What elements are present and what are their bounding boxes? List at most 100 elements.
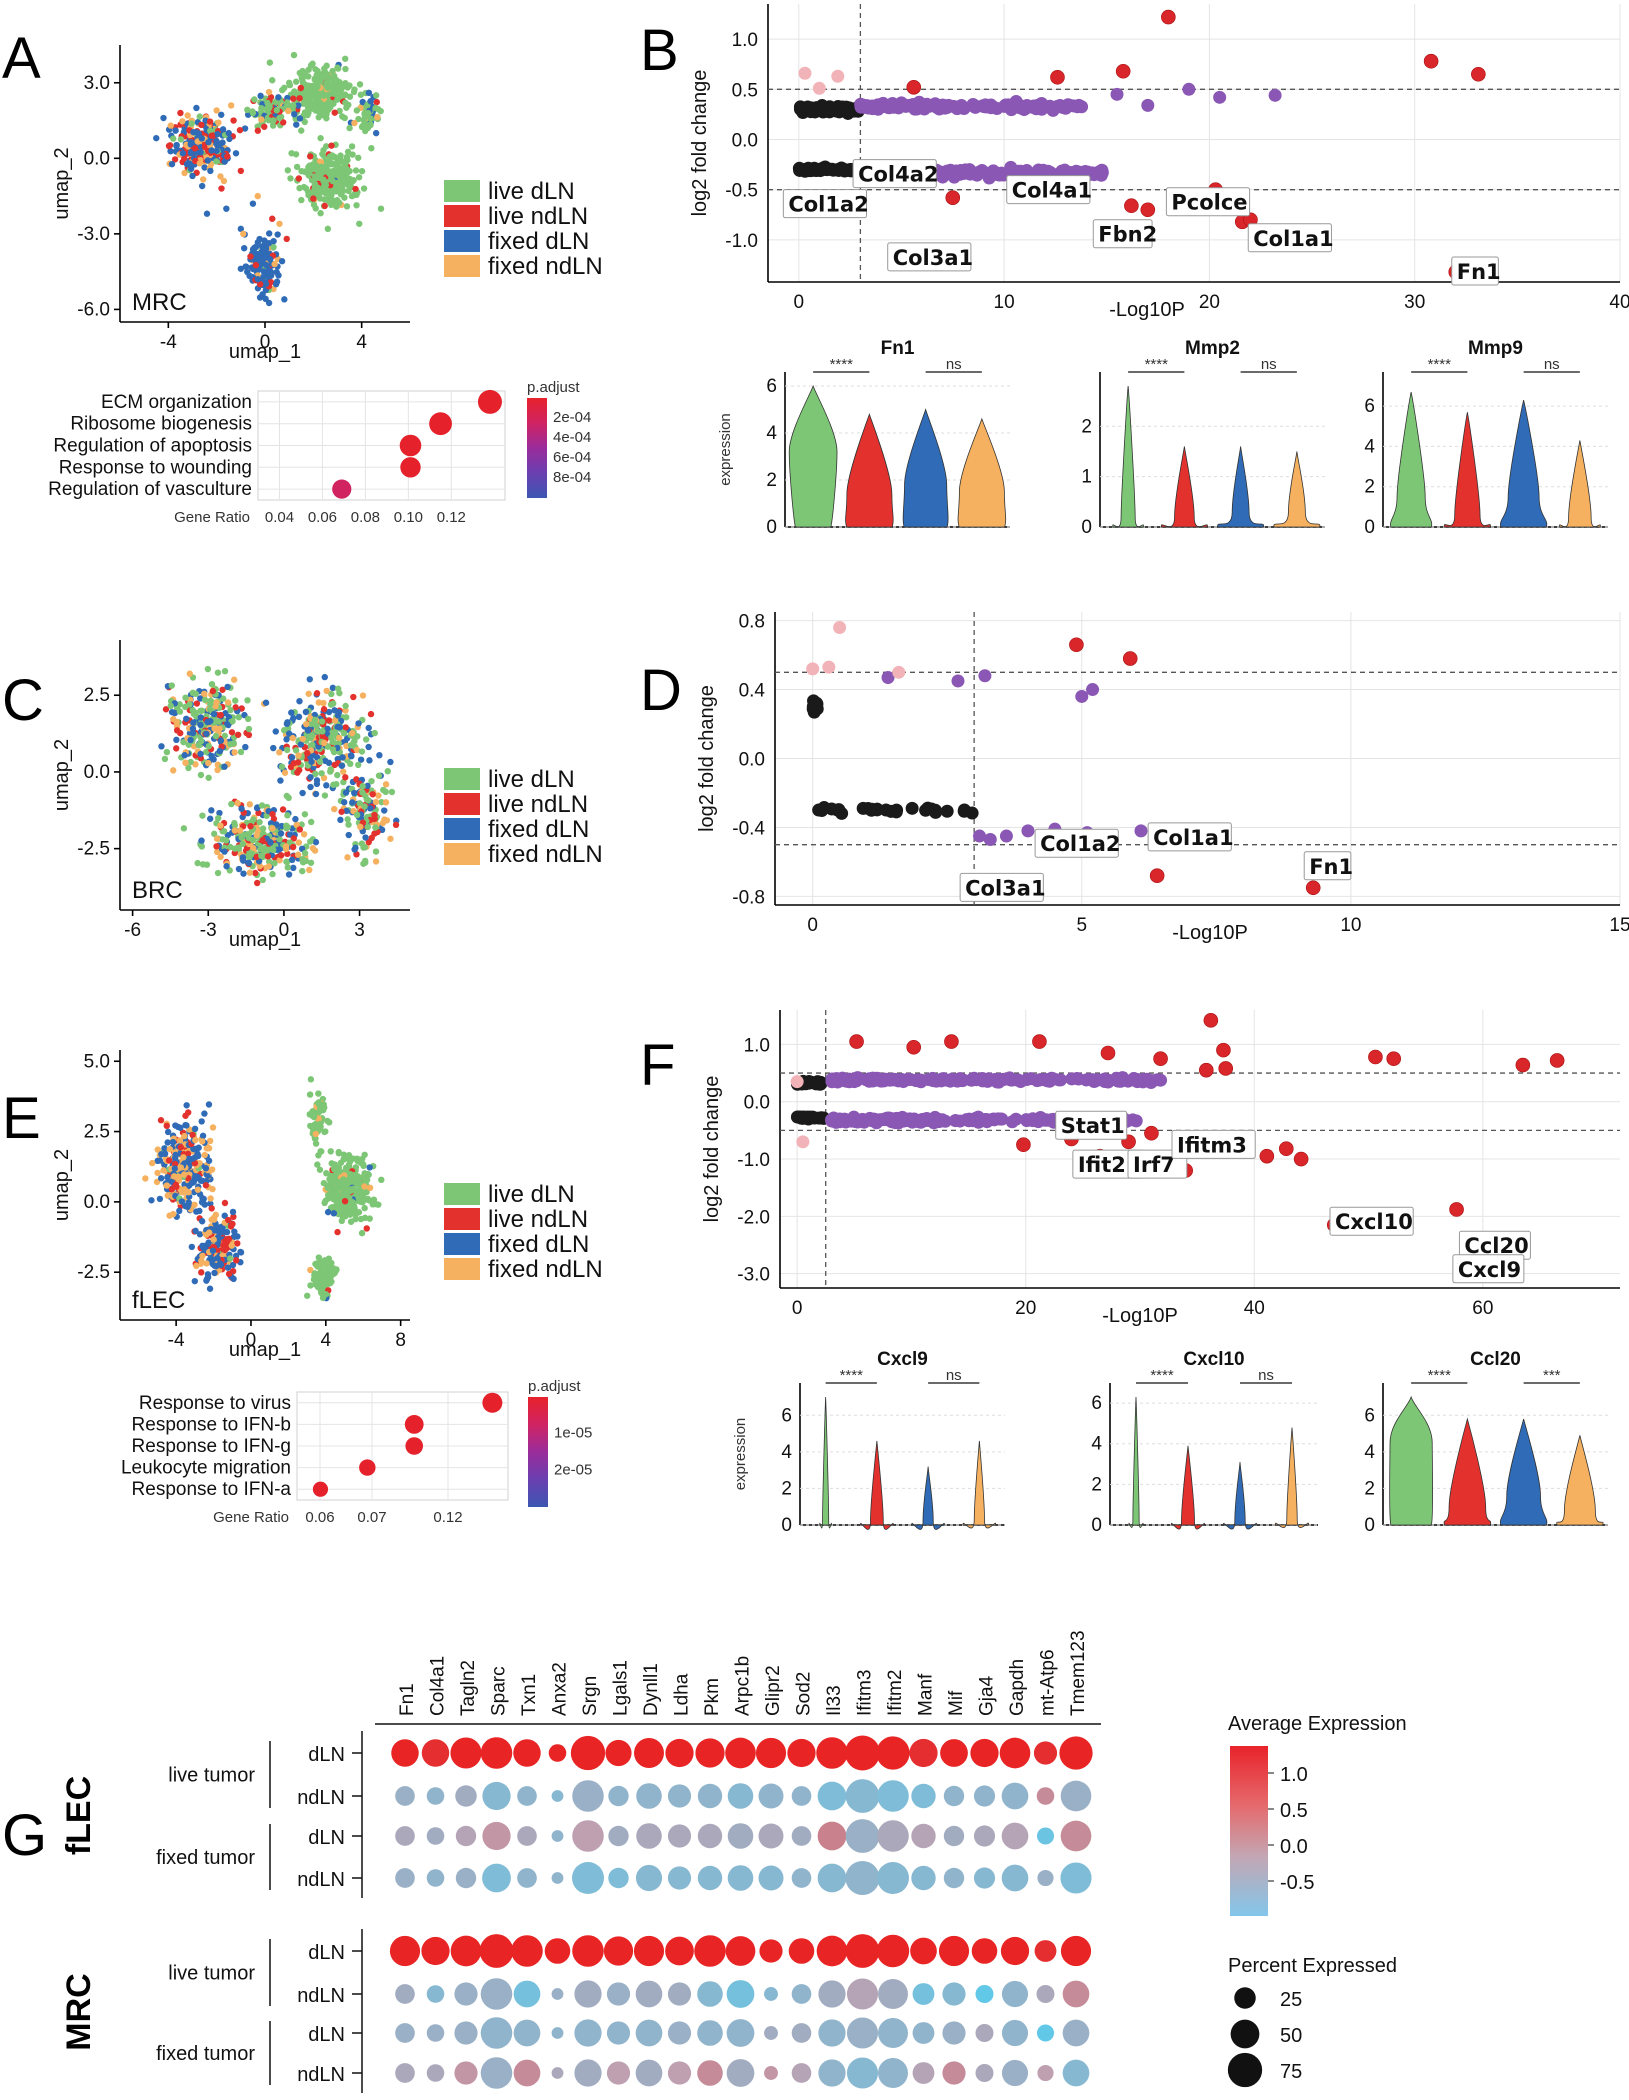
- umap-cell-point: [258, 802, 266, 809]
- violin-y-tick: 0: [781, 1515, 792, 1536]
- violin-y-tick: 2: [1091, 1474, 1102, 1495]
- volcano-point-fc: [831, 69, 845, 83]
- volcano-point-hit: [1100, 1045, 1116, 1061]
- umap-cell-point: [315, 1101, 323, 1108]
- umap-series-point: [348, 192, 356, 200]
- umap-cell-point: [199, 1252, 206, 1260]
- umap-cell-point: [205, 759, 212, 767]
- umap-cell-point: [172, 1122, 179, 1129]
- volcano-point-sig: [1030, 1074, 1044, 1088]
- umap-cell-point: [343, 203, 351, 210]
- umap-cell-point: [341, 55, 349, 62]
- umap-cell-point: [372, 824, 379, 831]
- umap-series-point: [269, 215, 276, 222]
- umap-cell-point: [148, 1197, 155, 1204]
- F-violin-group: expression Cxcl9 6 4 2 0 **** ns Cxcl10 6 4 2 0 **** n…: [732, 1349, 1608, 1536]
- expression-dot: [426, 1869, 445, 1887]
- umap-series-point: [218, 185, 225, 192]
- violin-shape: [1273, 451, 1321, 528]
- umap-cell-point: [303, 720, 310, 728]
- expression-dot: [572, 1780, 604, 1812]
- y-tick-label: 0.5: [732, 80, 758, 101]
- umap-series-point: [314, 167, 322, 175]
- umap-cell-point: [315, 72, 322, 80]
- gene-label: Irf7: [1133, 1153, 1175, 1177]
- umap-cell-point: [201, 164, 208, 171]
- umap-series-point: [184, 112, 191, 119]
- subset-annotation: BRC: [132, 877, 183, 904]
- umap-series-point: [227, 102, 235, 109]
- umap-cell-point: [392, 821, 400, 829]
- violin-shape: [1161, 446, 1208, 528]
- umap-cell-point: [260, 847, 268, 854]
- umap-cell-point: [196, 113, 203, 120]
- color-legend-tick-label: -0.5: [1280, 1872, 1314, 1894]
- expression-dot: [426, 2024, 445, 2042]
- umap-cell-point: [297, 741, 305, 748]
- gene-label: Col1a1: [1253, 227, 1333, 251]
- expression-dot: [818, 2059, 846, 2087]
- umap-series-point: [351, 119, 358, 127]
- expression-dot: [608, 1867, 629, 1889]
- umap-cell-point: [291, 111, 298, 118]
- expression-dot: [574, 2059, 602, 2087]
- umap-cell-point: [262, 699, 270, 706]
- expression-dot: [845, 1735, 880, 1771]
- volcano-point-sig: [1021, 824, 1035, 838]
- y-axis-label: umap_2: [51, 1149, 73, 1221]
- umap-cell-point: [223, 837, 230, 844]
- x-axis-label: Gene Ratio: [174, 509, 250, 526]
- volcano-point-sig: [1213, 90, 1227, 104]
- umap-cell-point: [198, 1218, 206, 1225]
- umap-cell-point: [190, 710, 197, 717]
- umap-cell-point: [312, 162, 320, 169]
- volcano-point-hit: [1549, 1053, 1565, 1068]
- umap-cell-point: [224, 153, 231, 160]
- umap-cell-point: [229, 1208, 237, 1216]
- expression-dot: [421, 1936, 450, 1966]
- expression-dot: [426, 2064, 445, 2082]
- umap-cell-point: [194, 859, 201, 867]
- gene-label: Col4a2: [858, 163, 938, 187]
- umap-cell-point: [306, 866, 313, 874]
- umap-cell-point: [340, 730, 348, 737]
- umap-cell-point: [277, 777, 284, 784]
- x-tick-label: 3: [354, 920, 365, 941]
- panel-label-a: A: [2, 26, 41, 91]
- expression-dot: [1036, 1787, 1055, 1805]
- umap-cell-point: [170, 767, 177, 774]
- umap-cell-point: [201, 696, 209, 704]
- umap-cell-point: [237, 265, 245, 272]
- volcano-point-sig: [851, 1071, 865, 1085]
- expression-dot: [694, 1935, 726, 1967]
- expression-dot: [697, 1783, 723, 1809]
- x-tick-label: 15: [1609, 915, 1629, 936]
- go-term-label: Response to virus: [139, 1393, 291, 1414]
- umap-series-point: [230, 117, 237, 124]
- umap-cell-point: [177, 1164, 185, 1171]
- expression-dot: [726, 1980, 755, 2008]
- umap-series-point: [346, 124, 353, 132]
- gene-column-label: Sparc: [489, 1666, 510, 1716]
- umap-cell-point: [170, 135, 177, 142]
- umap-cell-point: [342, 724, 349, 731]
- expression-dot: [697, 2020, 723, 2046]
- umap-cell-point: [327, 701, 335, 708]
- umap-cell-point: [165, 1157, 173, 1164]
- expression-dot: [726, 2019, 755, 2047]
- umap-cell-point: [265, 230, 273, 237]
- umap-cell-point: [329, 684, 337, 692]
- umap-cell-point: [343, 104, 350, 111]
- sig-annotation: ****: [1428, 356, 1452, 373]
- umap-cell-point: [225, 1235, 233, 1243]
- umap-series-point: [276, 220, 283, 227]
- umap-cell-point: [212, 1211, 220, 1219]
- umap-cell-point: [230, 740, 238, 747]
- umap-cell-point: [295, 752, 302, 759]
- umap-cell-point: [284, 167, 292, 174]
- umap-cell-point: [176, 1207, 183, 1215]
- x-tick-label: 60: [1472, 1298, 1493, 1319]
- x-tick-label: 4: [356, 332, 367, 353]
- umap-cell-point: [235, 865, 243, 873]
- violin-shape: [1128, 1396, 1144, 1528]
